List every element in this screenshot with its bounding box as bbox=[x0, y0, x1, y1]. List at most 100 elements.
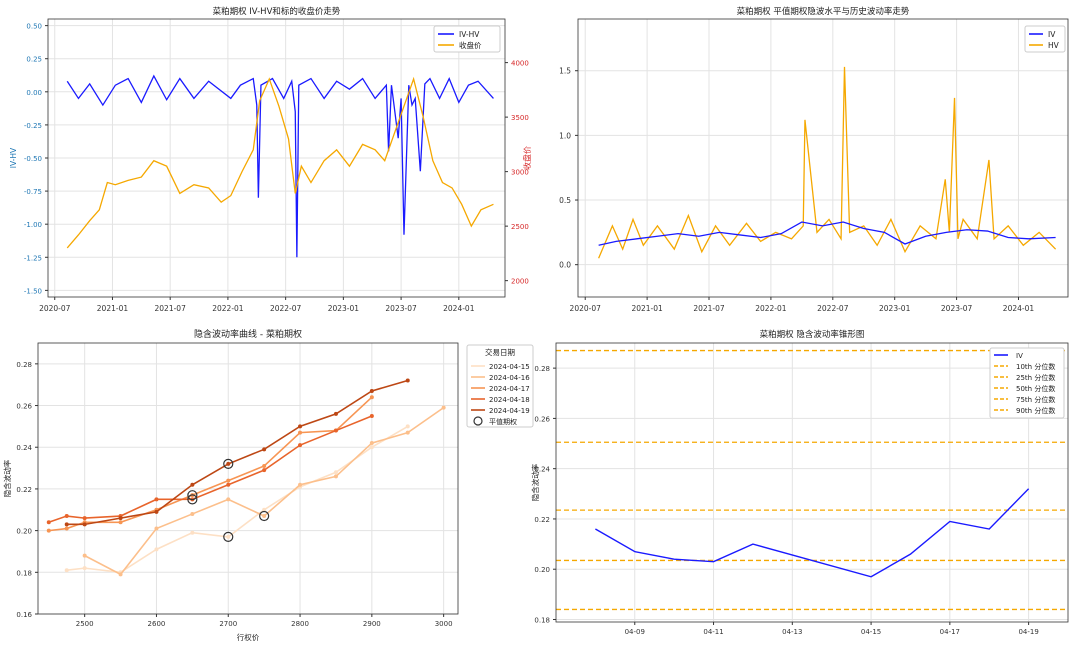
y2-tick-label: 3500 bbox=[511, 114, 529, 122]
x-tick-label: 2024-01 bbox=[1003, 304, 1035, 313]
y-axis-label: IV-HV bbox=[9, 147, 18, 168]
x-tick-label: 2020-07 bbox=[39, 304, 71, 313]
smile-point bbox=[154, 547, 159, 552]
smile-point bbox=[226, 534, 231, 539]
smile-point bbox=[333, 474, 338, 479]
smile-point bbox=[154, 509, 159, 514]
smile-line-2024-04-17 bbox=[48, 396, 373, 532]
y-tick-label: 0.26 bbox=[534, 415, 550, 423]
chart-2: 0.0 0.5 1.0 1.5 2020-07 2021-01 2021-07 2022-01… bbox=[559, 6, 1068, 313]
y-tick-label: 0.20 bbox=[534, 566, 550, 574]
y-tick-label: 0.24 bbox=[534, 466, 550, 474]
iv-line bbox=[595, 488, 1030, 578]
x-axis-label: 行权价 bbox=[237, 632, 260, 642]
smile-point bbox=[298, 424, 303, 429]
x-tick-label: 2023-07 bbox=[941, 304, 973, 313]
x-tick-label: 04-15 bbox=[861, 628, 881, 636]
atm-marker bbox=[259, 510, 270, 522]
smile-point bbox=[64, 526, 69, 531]
smile-point bbox=[64, 568, 69, 573]
smile-point bbox=[369, 395, 374, 400]
y-axis-label: 隐含波动率 bbox=[530, 463, 540, 501]
y2-tick-label: 2000 bbox=[511, 278, 529, 286]
y-tick-label: 0.00 bbox=[26, 89, 42, 97]
legend-label: 平值期权 bbox=[489, 417, 517, 426]
smile-point bbox=[298, 482, 303, 487]
x-tick-label: 2022-01 bbox=[212, 304, 244, 313]
y-tick-label: 0.24 bbox=[16, 444, 32, 452]
smile-point bbox=[333, 470, 338, 475]
x-tick-label: 2021-07 bbox=[693, 304, 725, 313]
legend-title: 交易日期 bbox=[485, 347, 515, 357]
legend-label: 2024-04-18 bbox=[489, 396, 530, 404]
smile-point bbox=[262, 507, 267, 512]
y2-axis-label: 收盘价 bbox=[522, 146, 532, 170]
y-tick-label: -0.50 bbox=[24, 155, 42, 163]
chart-title: 隐含波动率曲线 - 菜粕期权 bbox=[194, 328, 302, 340]
x-tick-label: 2023-01 bbox=[328, 304, 360, 313]
smile-point bbox=[369, 413, 374, 418]
y-tick-label: 0.20 bbox=[16, 528, 32, 536]
y-tick-label: 0.22 bbox=[534, 516, 550, 524]
y-tick-label: 0.0 bbox=[559, 261, 571, 270]
smile-point bbox=[405, 424, 410, 429]
series-line-IV bbox=[598, 221, 1056, 246]
smile-point bbox=[405, 378, 410, 383]
smile-point bbox=[190, 482, 195, 487]
smile-point bbox=[226, 482, 231, 487]
atm-marker bbox=[187, 490, 198, 501]
chart-3: 0.16 0.18 0.20 0.22 0.24 0.26 0.28 2500 2600 2700… bbox=[2, 328, 534, 642]
smile-point bbox=[298, 443, 303, 448]
smile-point bbox=[226, 478, 231, 483]
y-tick-label: 0.26 bbox=[16, 403, 32, 411]
plot-frame-2 bbox=[577, 18, 1069, 298]
y-tick-label: -0.25 bbox=[24, 122, 42, 130]
y2-tick-label: 4000 bbox=[511, 60, 529, 68]
x-tick-label: 2021-01 bbox=[631, 304, 663, 313]
smile-point bbox=[369, 445, 374, 450]
chart-4: 0.18 0.20 0.22 0.24 0.26 0.28 04-09 04-11 04-13 0… bbox=[530, 329, 1068, 636]
atm-marker bbox=[187, 494, 198, 505]
y-tick-label: 0.16 bbox=[16, 611, 32, 619]
legend-label: 10th 分位数 bbox=[1016, 362, 1055, 371]
smile-point bbox=[118, 572, 123, 577]
smile-point bbox=[82, 522, 87, 527]
series-line-HV bbox=[598, 66, 1057, 259]
x-tick-label: 3000 bbox=[435, 620, 453, 628]
y-tick-label: -1.00 bbox=[24, 221, 42, 229]
legend-label: 2024-04-17 bbox=[489, 385, 530, 393]
x-tick-label: 2900 bbox=[363, 620, 381, 628]
chart-title: 菜粕期权 平值期权隐波水平与历史波动率走势 bbox=[737, 6, 910, 17]
smile-point bbox=[154, 526, 159, 531]
atm-marker bbox=[223, 531, 234, 542]
legend-label: IV bbox=[1048, 30, 1056, 39]
legend-label: 25th 分位数 bbox=[1016, 373, 1055, 382]
x-tick-label: 2022-07 bbox=[817, 304, 849, 313]
chart-title: 菜粕期权 隐含波动率锥形图 bbox=[760, 329, 865, 340]
x-tick-label: 2023-07 bbox=[385, 304, 417, 313]
legend-label: 收盘价 bbox=[459, 40, 482, 50]
y-axis-label: 隐含波动率 bbox=[2, 459, 12, 497]
atm-marker bbox=[223, 458, 234, 470]
x-tick-label: 04-11 bbox=[703, 628, 723, 636]
smile-point bbox=[118, 520, 123, 525]
smile-point bbox=[190, 530, 195, 535]
chart-1: -1.50 -1.25 -1.00 -0.75 -0.50 -0.25 0.00 0.25 0.… bbox=[9, 6, 532, 313]
x-tick-label: 04-19 bbox=[1018, 628, 1038, 636]
smile-point bbox=[226, 461, 231, 466]
smile-point bbox=[262, 463, 267, 468]
x-tick-label: 2500 bbox=[76, 620, 94, 628]
y-tick-label: -1.50 bbox=[24, 287, 42, 295]
y-tick-label: 1.5 bbox=[559, 67, 571, 76]
legend-label: 2024-04-19 bbox=[489, 407, 530, 415]
legend-box bbox=[989, 347, 1065, 419]
plot-frame-3 bbox=[37, 342, 459, 615]
x-tick-label: 2021-01 bbox=[97, 304, 129, 313]
smile-point bbox=[262, 447, 267, 452]
series-line-收盘价 bbox=[66, 76, 494, 249]
legend-box bbox=[1024, 25, 1066, 53]
smile-point bbox=[369, 441, 374, 446]
smile-point bbox=[190, 511, 195, 516]
legend-label: 2024-04-15 bbox=[489, 363, 530, 371]
